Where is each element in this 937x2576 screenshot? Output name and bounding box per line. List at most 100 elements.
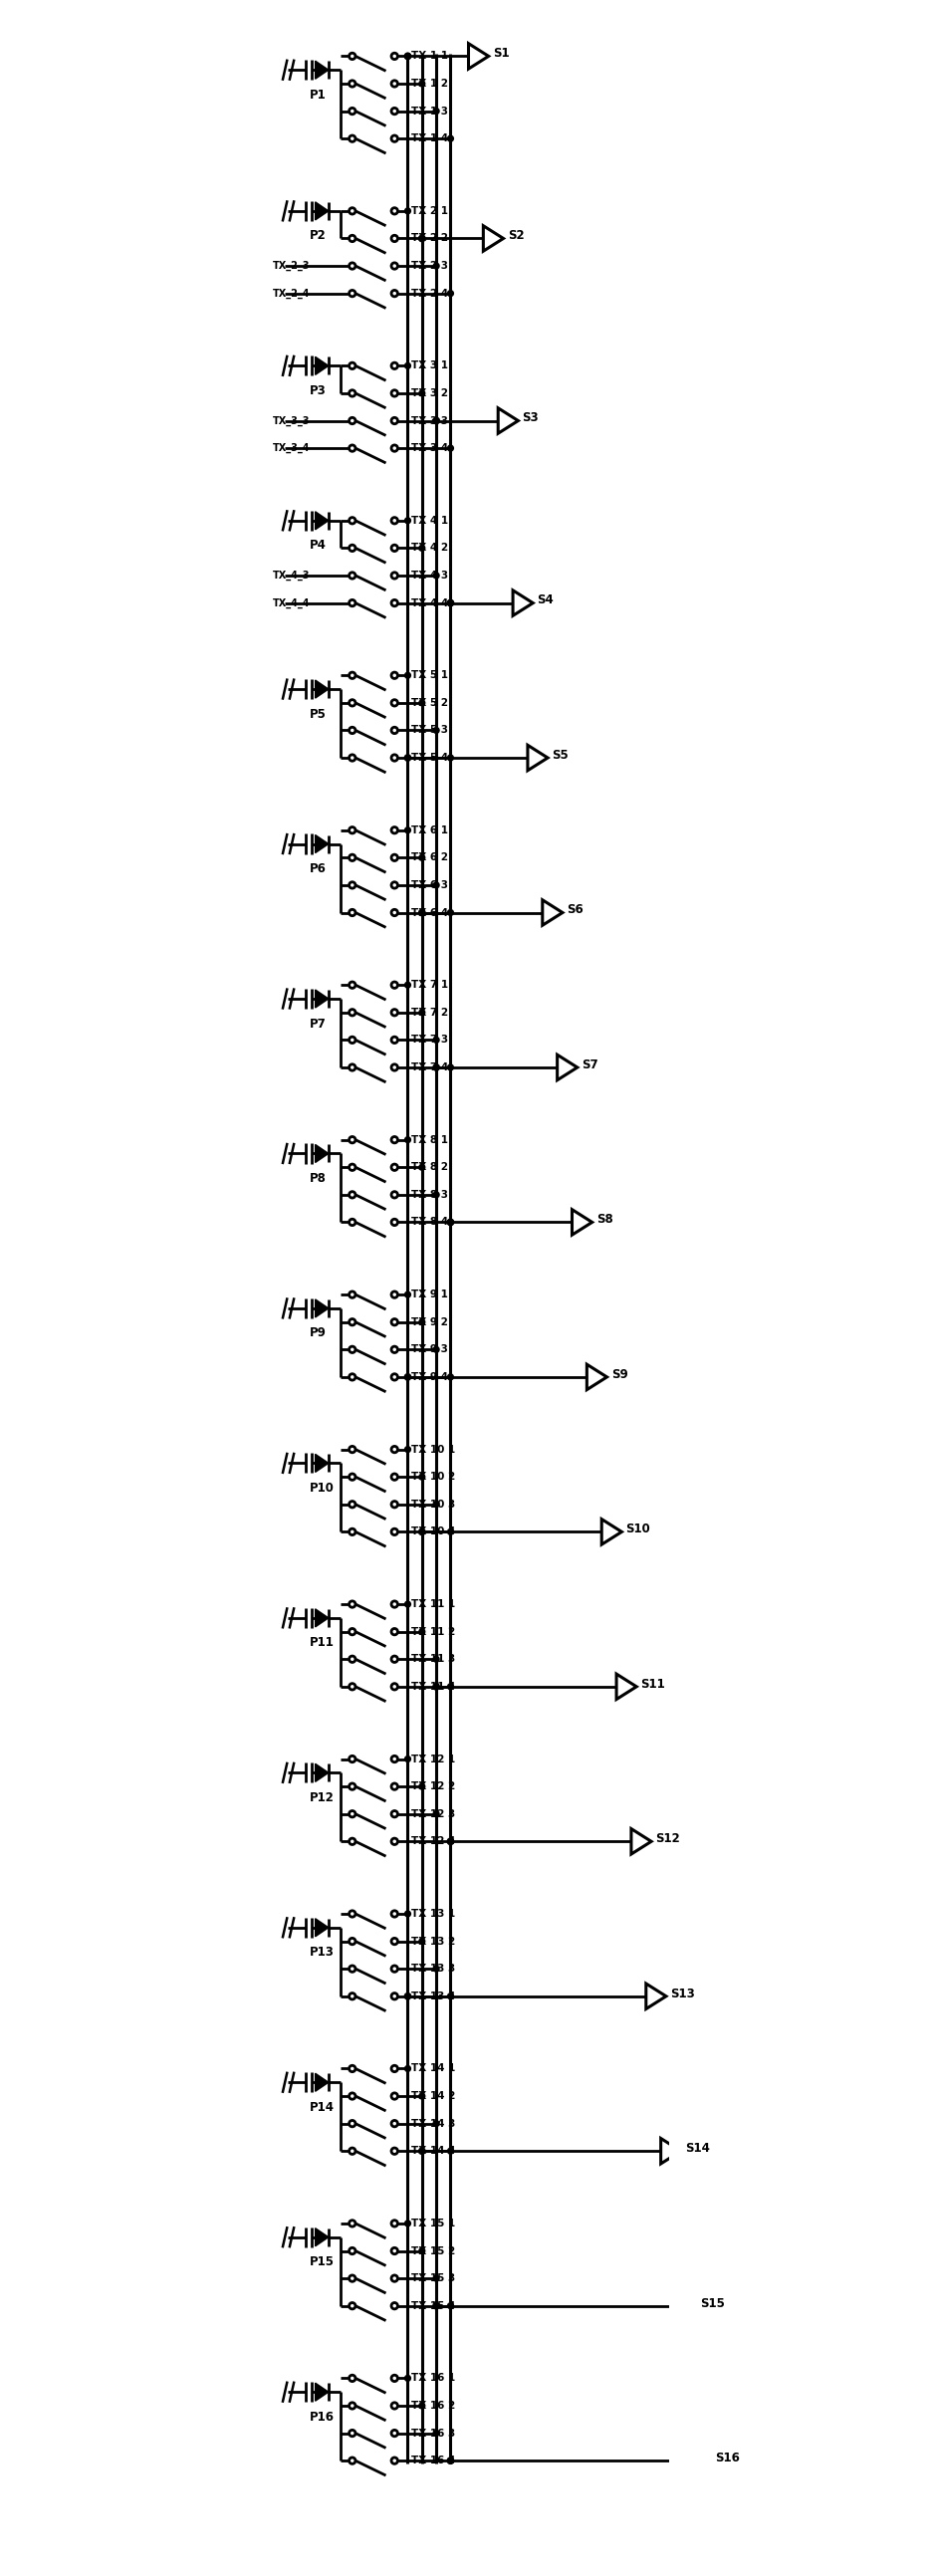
Circle shape [392, 600, 397, 605]
Circle shape [350, 1010, 355, 1015]
Circle shape [350, 1656, 355, 1662]
Circle shape [405, 2221, 410, 2226]
Circle shape [419, 1473, 424, 1479]
Circle shape [392, 291, 397, 296]
Circle shape [350, 2120, 355, 2128]
Circle shape [392, 2429, 397, 2437]
Circle shape [392, 572, 397, 580]
Polygon shape [315, 62, 329, 80]
Text: TX 11 3: TX 11 3 [411, 1654, 455, 1664]
Text: TX 10 1: TX 10 1 [411, 1445, 455, 1455]
Polygon shape [315, 1610, 329, 1628]
Circle shape [419, 2249, 424, 2254]
Circle shape [350, 855, 355, 860]
Circle shape [350, 672, 355, 677]
Circle shape [419, 2148, 425, 2154]
Circle shape [392, 234, 397, 242]
Circle shape [419, 1010, 424, 1015]
Circle shape [350, 1783, 355, 1790]
Circle shape [350, 1937, 355, 1945]
Polygon shape [315, 358, 329, 374]
Circle shape [350, 1685, 355, 1690]
Circle shape [419, 546, 424, 551]
Circle shape [392, 701, 397, 706]
Circle shape [419, 1628, 424, 1636]
Circle shape [392, 2275, 397, 2282]
Circle shape [405, 755, 411, 760]
Circle shape [350, 701, 355, 706]
Circle shape [350, 2429, 355, 2437]
Circle shape [350, 1319, 355, 1324]
Circle shape [350, 1528, 355, 1535]
Text: TX 1 2: TX 1 2 [411, 80, 448, 88]
Circle shape [392, 1136, 397, 1144]
Text: S9: S9 [611, 1368, 628, 1381]
Circle shape [392, 881, 397, 889]
Text: S16: S16 [715, 2452, 739, 2465]
Circle shape [350, 1911, 355, 1917]
Circle shape [405, 1291, 410, 1298]
Text: TX_3_3: TX_3_3 [273, 415, 310, 425]
Text: TX 16 3: TX 16 3 [411, 2429, 455, 2437]
Circle shape [350, 2458, 355, 2463]
Circle shape [433, 417, 439, 425]
Text: TX 15 1: TX 15 1 [411, 2218, 455, 2228]
Circle shape [419, 855, 424, 860]
Circle shape [448, 1839, 454, 1844]
Text: TX 7 1: TX 7 1 [411, 979, 448, 989]
Circle shape [434, 881, 439, 889]
Text: S3: S3 [523, 412, 539, 425]
Text: P8: P8 [309, 1172, 326, 1185]
Circle shape [434, 108, 439, 113]
Circle shape [350, 389, 355, 397]
Circle shape [392, 2092, 397, 2099]
Circle shape [392, 1036, 397, 1043]
Circle shape [350, 881, 355, 889]
Circle shape [405, 827, 410, 832]
Circle shape [419, 80, 424, 88]
Text: S14: S14 [685, 2141, 710, 2156]
Circle shape [350, 363, 355, 368]
Text: P2: P2 [309, 229, 326, 242]
Circle shape [405, 1373, 411, 1381]
Text: P14: P14 [309, 2102, 335, 2115]
Text: S4: S4 [537, 595, 554, 608]
Polygon shape [315, 1144, 329, 1162]
Text: TX 12 3: TX 12 3 [411, 1808, 455, 1819]
Circle shape [350, 1839, 355, 1844]
Text: P7: P7 [309, 1018, 326, 1030]
Circle shape [350, 1164, 355, 1170]
Text: TX 1 1: TX 1 1 [411, 52, 448, 62]
Circle shape [350, 726, 355, 734]
Circle shape [392, 1445, 397, 1453]
Circle shape [434, 417, 439, 422]
Circle shape [392, 2249, 397, 2254]
Circle shape [350, 1036, 355, 1043]
Circle shape [350, 572, 355, 580]
Polygon shape [315, 835, 329, 853]
Circle shape [405, 981, 410, 989]
Circle shape [448, 291, 454, 296]
Circle shape [350, 291, 355, 296]
Text: P5: P5 [309, 708, 326, 721]
Text: TX 1 3: TX 1 3 [411, 106, 448, 116]
Text: TX 9 4: TX 9 4 [411, 1373, 448, 1381]
Circle shape [392, 1010, 397, 1015]
Circle shape [434, 2120, 439, 2125]
Circle shape [350, 263, 355, 268]
Text: TX 7 4: TX 7 4 [411, 1061, 448, 1072]
Circle shape [392, 546, 397, 551]
Circle shape [350, 446, 355, 451]
Text: TX 14 3: TX 14 3 [411, 2117, 455, 2128]
Text: TX 16 1: TX 16 1 [411, 2372, 455, 2383]
Text: TX 1 4: TX 1 4 [411, 134, 448, 144]
Text: TX 11 4: TX 11 4 [411, 1682, 455, 1692]
Circle shape [405, 2066, 410, 2071]
Circle shape [434, 1811, 439, 1816]
Polygon shape [315, 2074, 329, 2092]
Circle shape [350, 1218, 355, 1226]
Circle shape [392, 1602, 397, 1607]
Circle shape [350, 600, 355, 605]
Text: TX 15 4: TX 15 4 [411, 2300, 455, 2311]
Text: P4: P4 [309, 538, 326, 551]
